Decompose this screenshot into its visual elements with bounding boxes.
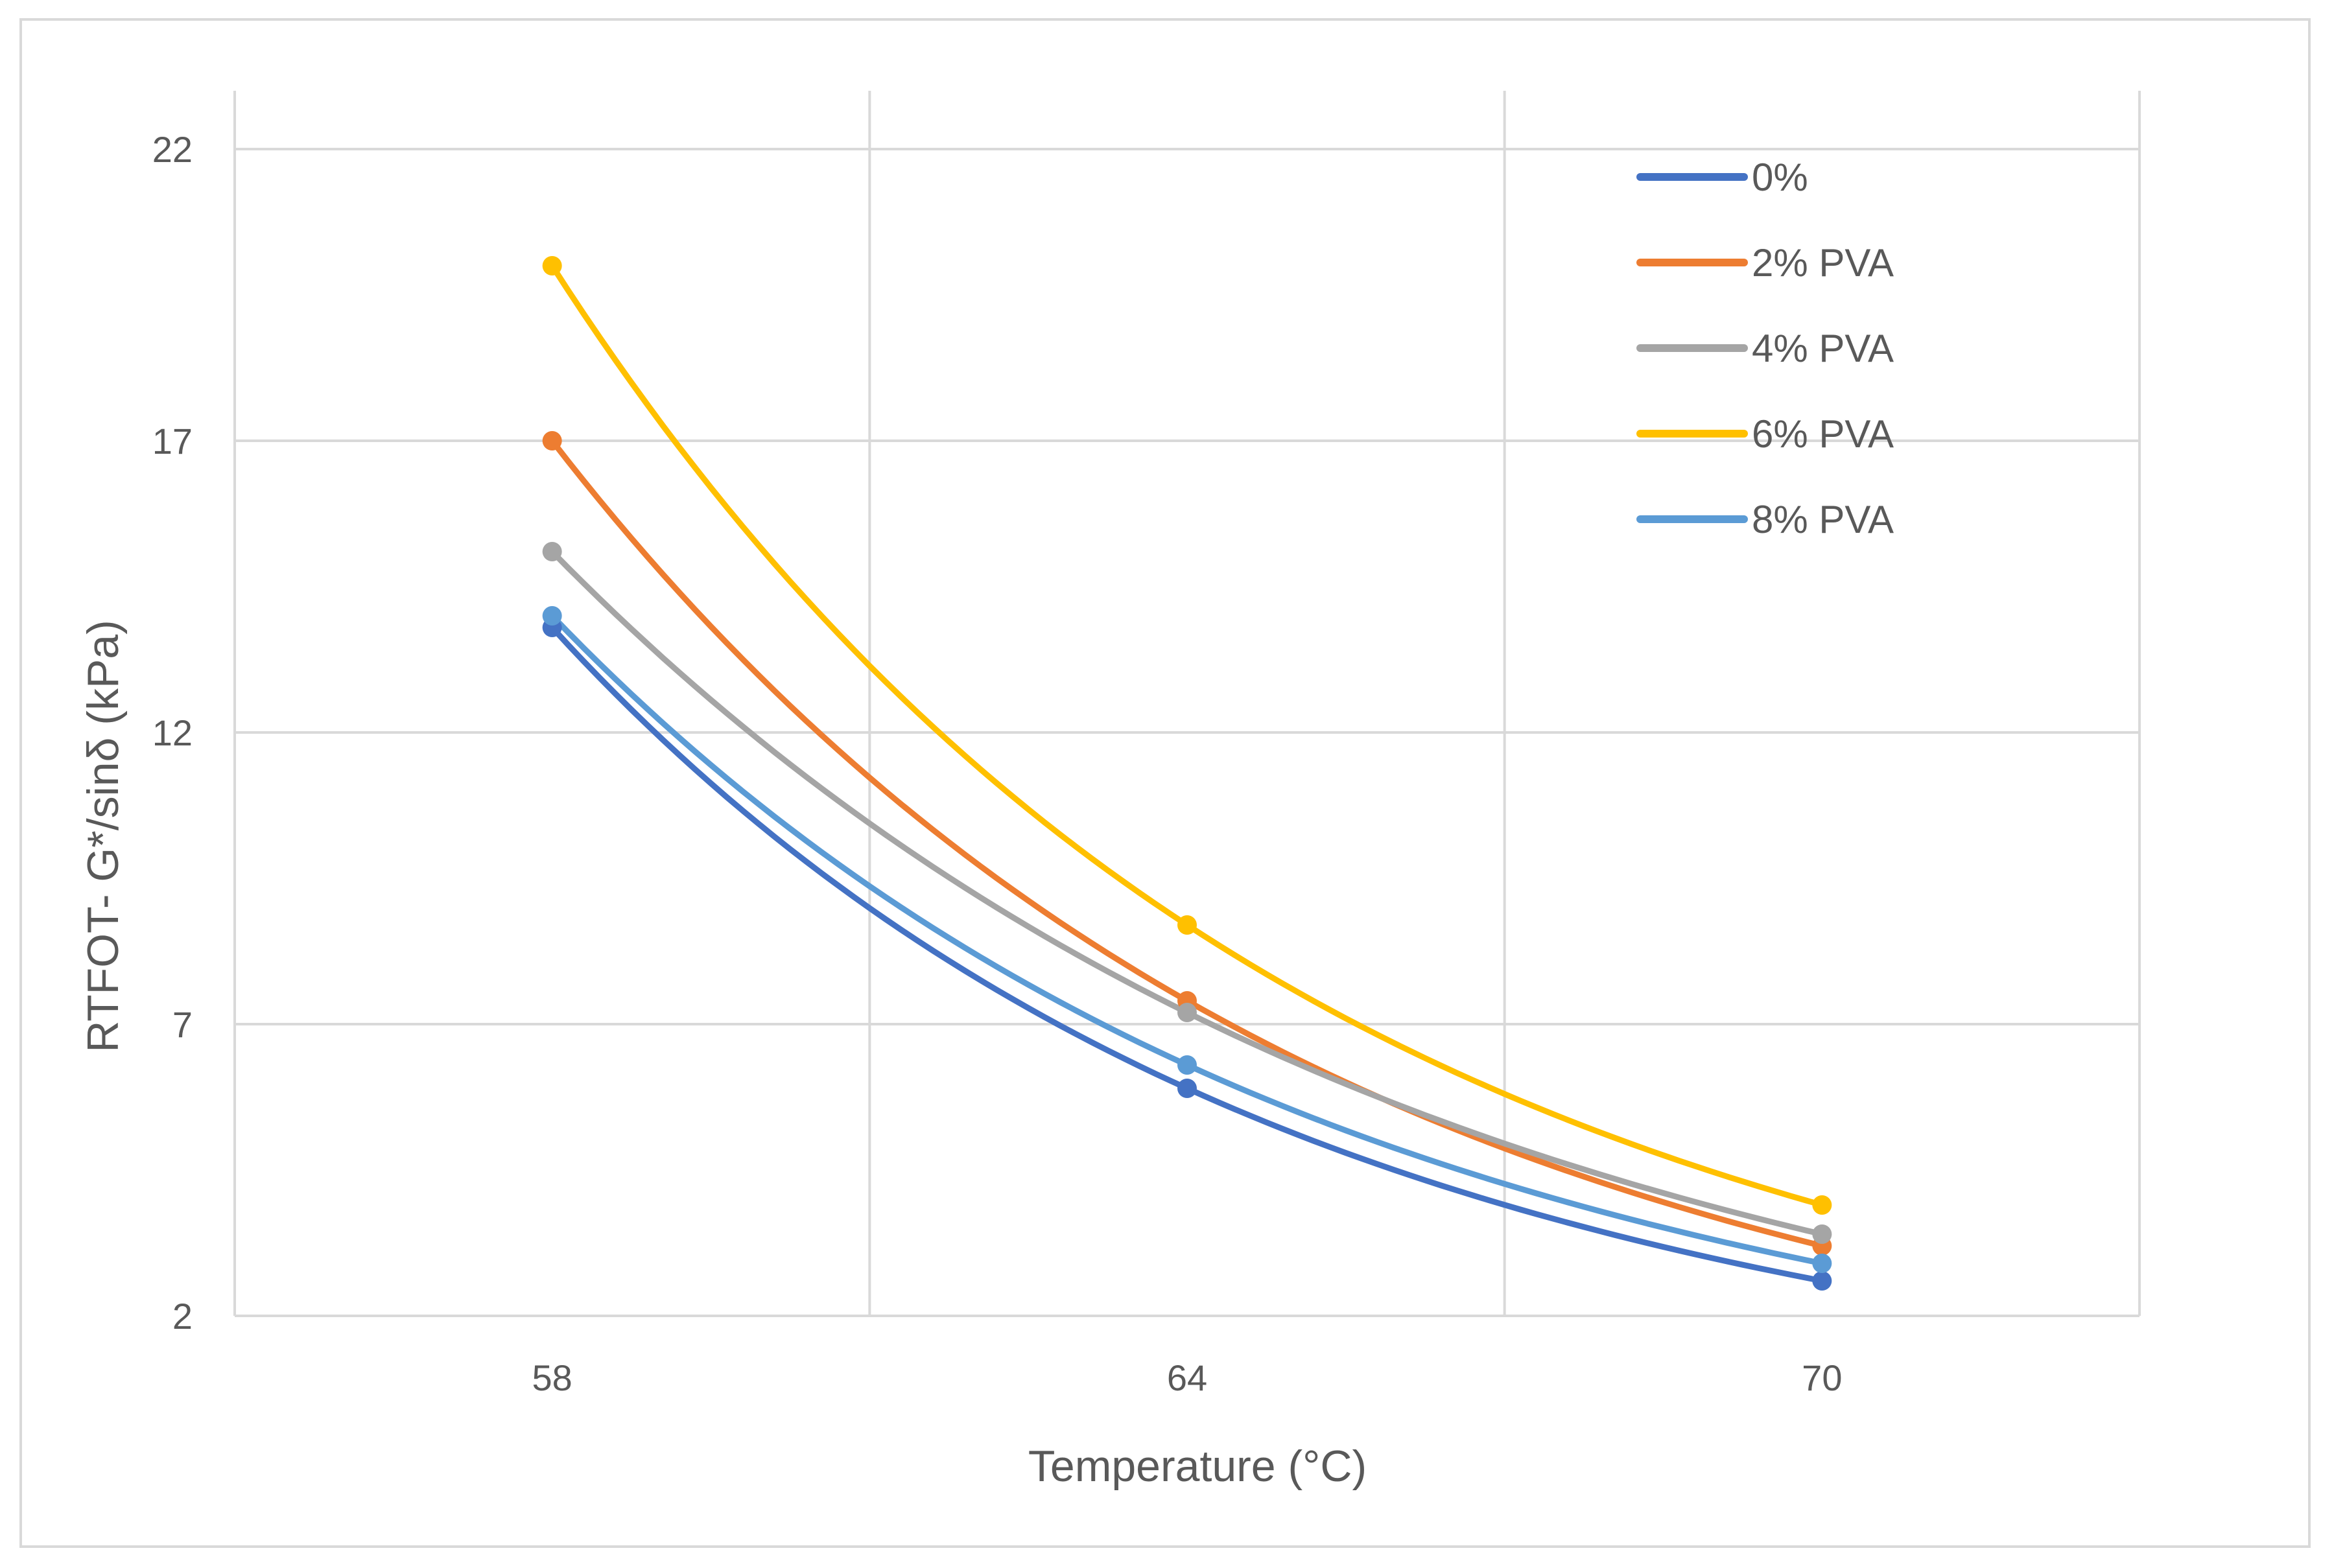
legend-label-8pct-pva: 8% PVA <box>1752 498 1894 541</box>
legend-label-4pct-pva: 4% PVA <box>1752 327 1894 370</box>
y-tick-label-1: 7 <box>172 1004 193 1045</box>
y-tick-label-0: 2 <box>172 1296 193 1337</box>
x-axis-title: Temperature (°C) <box>1028 1442 1367 1491</box>
point-6pct-pva-58 <box>542 256 562 275</box>
y-axis-title: RTFOT- G*/sinδ (kPa) <box>78 620 128 1053</box>
y-tick-labels: 2 7 12 17 22 <box>152 129 193 1337</box>
point-6pct-pva-64 <box>1177 915 1197 935</box>
point-4pct-pva-70 <box>1812 1224 1832 1244</box>
point-4pct-pva-58 <box>542 542 562 561</box>
series-line-8pct-pva <box>549 613 1825 1267</box>
point-0pct-70 <box>1812 1271 1832 1291</box>
x-tick-labels: 58 64 70 <box>532 1357 1843 1398</box>
x-tick-label-0: 58 <box>532 1357 572 1398</box>
x-tick-label-1: 64 <box>1167 1357 1207 1398</box>
legend: 0% 2% PVA 4% PVA 6% PVA 8% PVA <box>1636 156 1894 541</box>
series-lines <box>549 263 1825 1284</box>
series-markers <box>542 256 1832 1291</box>
x-tick-label-2: 70 <box>1802 1357 1842 1398</box>
point-0pct-64 <box>1177 1079 1197 1098</box>
legend-label-2pct-pva: 2% PVA <box>1752 241 1894 285</box>
series-line-4pct-pva <box>549 548 1825 1237</box>
gridlines <box>233 91 2141 1317</box>
point-8pct-pva-70 <box>1812 1254 1832 1273</box>
point-2pct-pva-58 <box>542 431 562 451</box>
y-tick-label-2: 12 <box>152 712 193 753</box>
point-6pct-pva-70 <box>1812 1195 1832 1215</box>
legend-label-0pct: 0% <box>1752 156 1808 199</box>
point-8pct-pva-64 <box>1177 1055 1197 1075</box>
point-8pct-pva-58 <box>542 606 562 626</box>
series-line-2pct-pva <box>549 438 1825 1249</box>
y-tick-label-4: 22 <box>152 129 193 170</box>
y-tick-label-3: 17 <box>152 421 193 462</box>
point-4pct-pva-64 <box>1177 1003 1197 1022</box>
legend-label-6pct-pva: 6% PVA <box>1752 412 1894 456</box>
chart-frame <box>19 18 2311 1548</box>
